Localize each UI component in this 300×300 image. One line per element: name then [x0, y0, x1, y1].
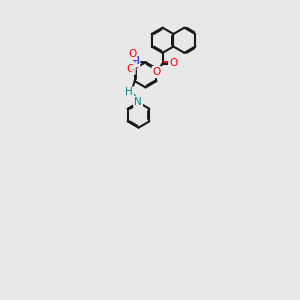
- Text: N: N: [134, 97, 142, 107]
- Text: +: +: [131, 58, 137, 64]
- Text: O: O: [169, 58, 177, 68]
- Text: O: O: [126, 64, 135, 74]
- Text: N: N: [130, 56, 139, 66]
- Text: O: O: [128, 49, 136, 59]
- Text: H: H: [125, 87, 133, 98]
- Text: -: -: [132, 66, 134, 72]
- Text: O: O: [153, 67, 161, 77]
